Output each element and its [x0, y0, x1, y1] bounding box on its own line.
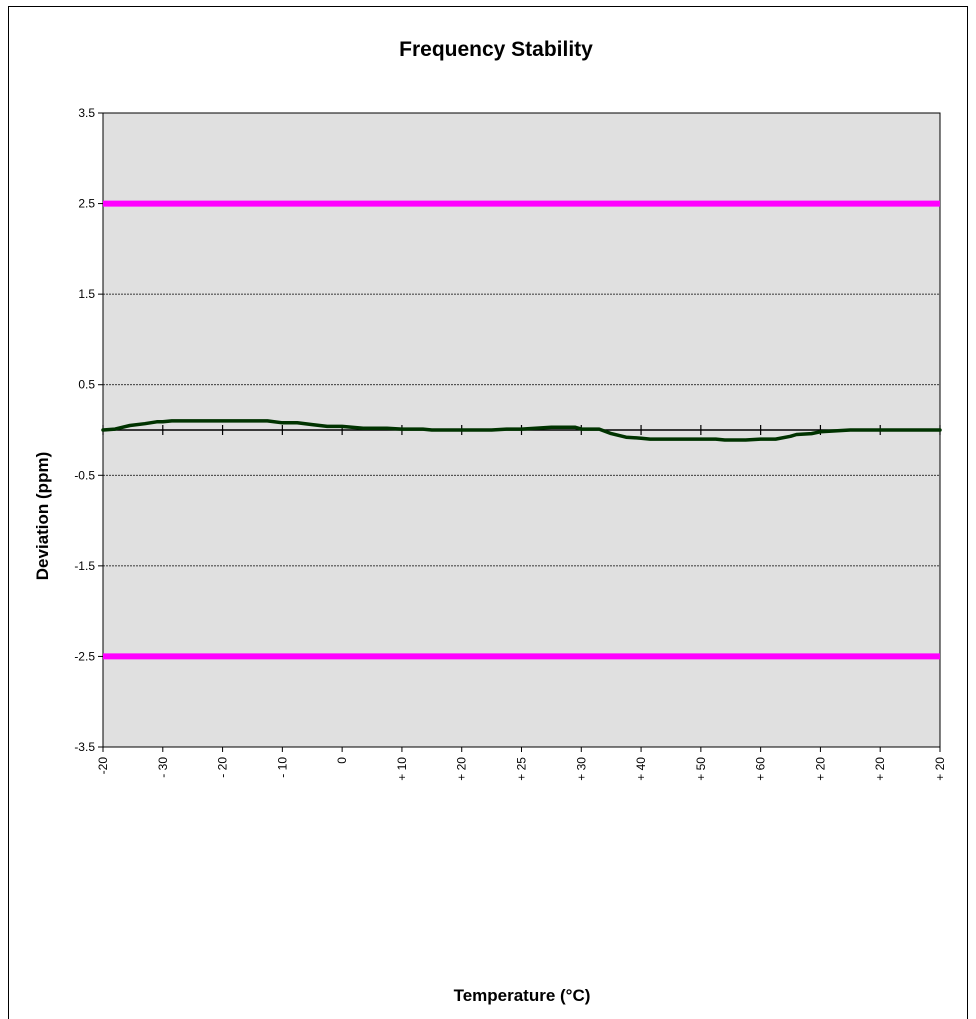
- x-tick-label-10: + 50: [694, 757, 708, 781]
- x-tick-label-5: + 10: [395, 757, 409, 781]
- y-tick-label-1: -2.5: [74, 649, 95, 663]
- x-tick-label-0: -20: [96, 757, 110, 775]
- series-layer: [101, 419, 942, 442]
- y-tick-label-7: 3.5: [78, 106, 95, 120]
- x-tick-label-4: 0: [335, 757, 349, 764]
- x-tick-label-9: + 40: [634, 757, 648, 781]
- x-axis-title: Temperature (°C): [454, 986, 591, 1005]
- y-tick-label-0: -3.5: [74, 740, 95, 754]
- x-tick-label-8: + 30: [574, 757, 588, 781]
- x-tick-label-6: + 20: [455, 757, 469, 781]
- y-tick-label-2: -1.5: [74, 559, 95, 573]
- y-tick-label-4: 0.5: [78, 378, 95, 392]
- x-tick-label-2: - 20: [216, 757, 230, 778]
- chart-title: Frequency Stability: [399, 38, 593, 61]
- y-tick-labels: -3.5 -2.5 -1.5 -0.5 0.5 1.5 2.5 3.5: [74, 106, 103, 754]
- series-line-0: [101, 419, 942, 442]
- x-tick-label-13: + 20: [873, 757, 887, 781]
- y-axis-title: Deviation (ppm): [33, 452, 52, 580]
- x-tick-labels: -20 - 30 - 20 - 10 0 + 10 + 20 + 25 + 30 + 40 + 50…: [96, 747, 947, 781]
- x-tick-label-12: + 20: [813, 757, 827, 781]
- x-tick-label-1: - 30: [156, 757, 170, 778]
- y-tick-label-5: 1.5: [78, 287, 95, 301]
- x-tick-label-7: + 25: [515, 757, 529, 781]
- x-tick-label-11: + 60: [754, 757, 768, 781]
- x-tick-label-14: + 20: [933, 757, 947, 781]
- y-tick-label-6: 2.5: [78, 197, 95, 211]
- y-tick-label-3: -0.5: [74, 468, 95, 482]
- limit-lines: [103, 200, 940, 660]
- x-tick-label-3: - 10: [275, 757, 289, 778]
